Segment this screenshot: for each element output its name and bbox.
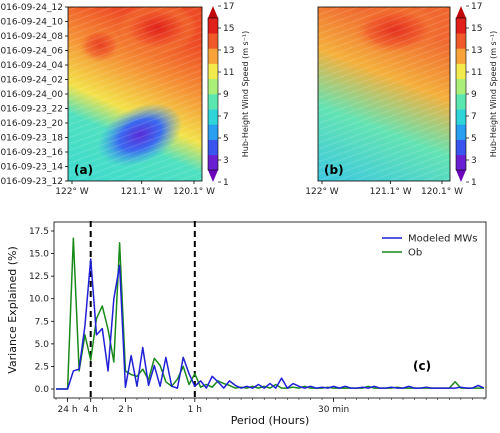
colorbar-segment [208,18,218,34]
c-y-tick-label: 7.5 [35,317,49,327]
b-x-tick-label: 122° W [305,187,339,197]
colorbar-tick-label: 11 [223,68,234,78]
colorbar-tick-label: 1 [471,178,477,188]
colorbar-segment [456,139,466,156]
a-y-tick-label: 2016-09-24_12 [0,3,63,13]
colorbar-segment [456,48,466,64]
colorbar-tick-label: 9 [471,90,477,100]
y-axis-title: Variance Explained (%) [6,246,19,374]
colorbar-tick-label: 5 [223,134,229,144]
colorbar-max-arrow [208,6,218,18]
c-y-tick-label: 17.5 [29,227,49,237]
colorbar-max-arrow [456,6,466,18]
c-x-tick-label: 1 h [188,405,202,415]
panel-b-label: (b) [324,163,344,177]
colorbar-tick-label: 3 [471,156,477,166]
a-y-tick-label: 2016-09-24_10 [0,18,63,28]
colorbar-segment [456,78,466,95]
colorbar-segment [456,109,466,125]
c-x-tick-label: 4 h [84,405,98,415]
a-x-tick-label: 120.1° W [173,187,215,197]
colorbar-segment [456,33,466,49]
colorbar-tick-label: 13 [223,46,234,56]
c-y-tick-label: 5.0 [35,340,50,350]
plot-frame [53,221,487,399]
x-axis-title: Period (Hours) [231,414,310,427]
b-x-tick-label: 121.1° W [370,187,412,197]
colorbar-segment [208,78,218,95]
panel-c-label: (c) [413,359,431,373]
colorbar-tick-label: 5 [471,134,477,144]
a-y-tick-label: 2016-09-23_14 [0,163,63,173]
legend: Modeled MWs Ob [382,234,477,259]
c-y-tick-label: 15.0 [29,250,49,260]
c-y-tick-label: 2.5 [35,362,49,372]
c-y-tick-label: 0.0 [35,385,50,395]
series-line-modeled-mws [56,258,485,390]
panel-a-label: (a) [74,163,93,177]
a-y-tick-label: 2016-09-23_12 [0,177,63,187]
colorbar-segment [456,18,466,34]
legend-entry: Modeled MWs [408,234,477,245]
colorbar-segment [208,124,218,140]
colorbar-segment [456,124,466,140]
a-y-tick-label: 2016-09-24_06 [0,47,63,57]
colorbar-tick-label: 3 [223,156,229,166]
b-x-tick-label: 120.1° W [421,187,463,197]
c-y-tick-label: 12.5 [29,272,49,282]
colorbar-tick-label: 17 [471,2,482,12]
a-y-tick-label: 2016-09-23_22 [0,105,63,115]
colorbar-segment [208,139,218,156]
colorbar-tick-label: 13 [471,46,482,56]
a-x-tick-label: 122° W [55,187,89,197]
colorbar-segment [208,109,218,125]
panel-b-heatmap: 122° W 121.1° W 120.1° W (b) [305,6,463,197]
a-y-tick-label: 2016-09-24_08 [0,32,63,42]
a-y-tick-label: 2016-09-23_18 [0,134,63,144]
a-y-tick-label: 2016-09-24_04 [0,61,63,71]
colorbar-title: Hub-Height Wind Speed (m s⁻¹) [489,31,498,157]
colorbar-tick-label: 17 [223,2,234,12]
c-x-tick-label: 24 h [58,405,78,415]
c-x-tick-label: 30 min [318,405,349,415]
colorbar-segment [456,154,466,171]
a-y-tick-label: 2016-09-24_00 [0,90,63,100]
colorbar-segment [208,154,218,171]
colorbar-tick-label: 11 [471,68,482,78]
colorbar-min-arrow [208,170,218,182]
colorbar-tick-label: 7 [223,112,229,122]
colorbar-segment [208,94,218,110]
colorbar-tick-label: 15 [223,24,234,34]
colorbar-segment [456,94,466,110]
colorbar-tick-label: 15 [471,24,482,34]
a-y-tick-label: 2016-09-23_16 [0,148,63,158]
colorbar-segment [208,33,218,49]
colorbar-tick-label: 1 [223,178,229,188]
a-y-tick-label: 2016-09-23_20 [0,119,63,129]
colorbar-segment [208,48,218,64]
colorbar-title: Hub-Height Wind Speed (m s⁻¹) [241,31,250,157]
a-x-tick-label: 121.1° W [121,187,163,197]
a-y-tick-label: 2016-09-24_02 [0,76,63,86]
panel-c-line-chart: 0.0 2.5 5.0 7.5 10.0 12.5 15.0 17.5 24 h 4 h 2 h 1… [6,221,487,427]
c-y-tick-label: 10.0 [29,295,49,305]
colorbar-tick-label: 9 [223,90,229,100]
colorbar-tick-label: 7 [471,112,477,122]
colorbar-min-arrow [456,170,466,182]
legend-entry: Ob [408,248,422,259]
c-x-tick-label: 2 h [118,405,132,415]
panel-a-heatmap: 2016-09-23_12 2016-09-23_14 2016-09-23_16 2… [0,3,215,197]
colorbar-segment [208,63,218,80]
colorbar-segment [456,63,466,80]
